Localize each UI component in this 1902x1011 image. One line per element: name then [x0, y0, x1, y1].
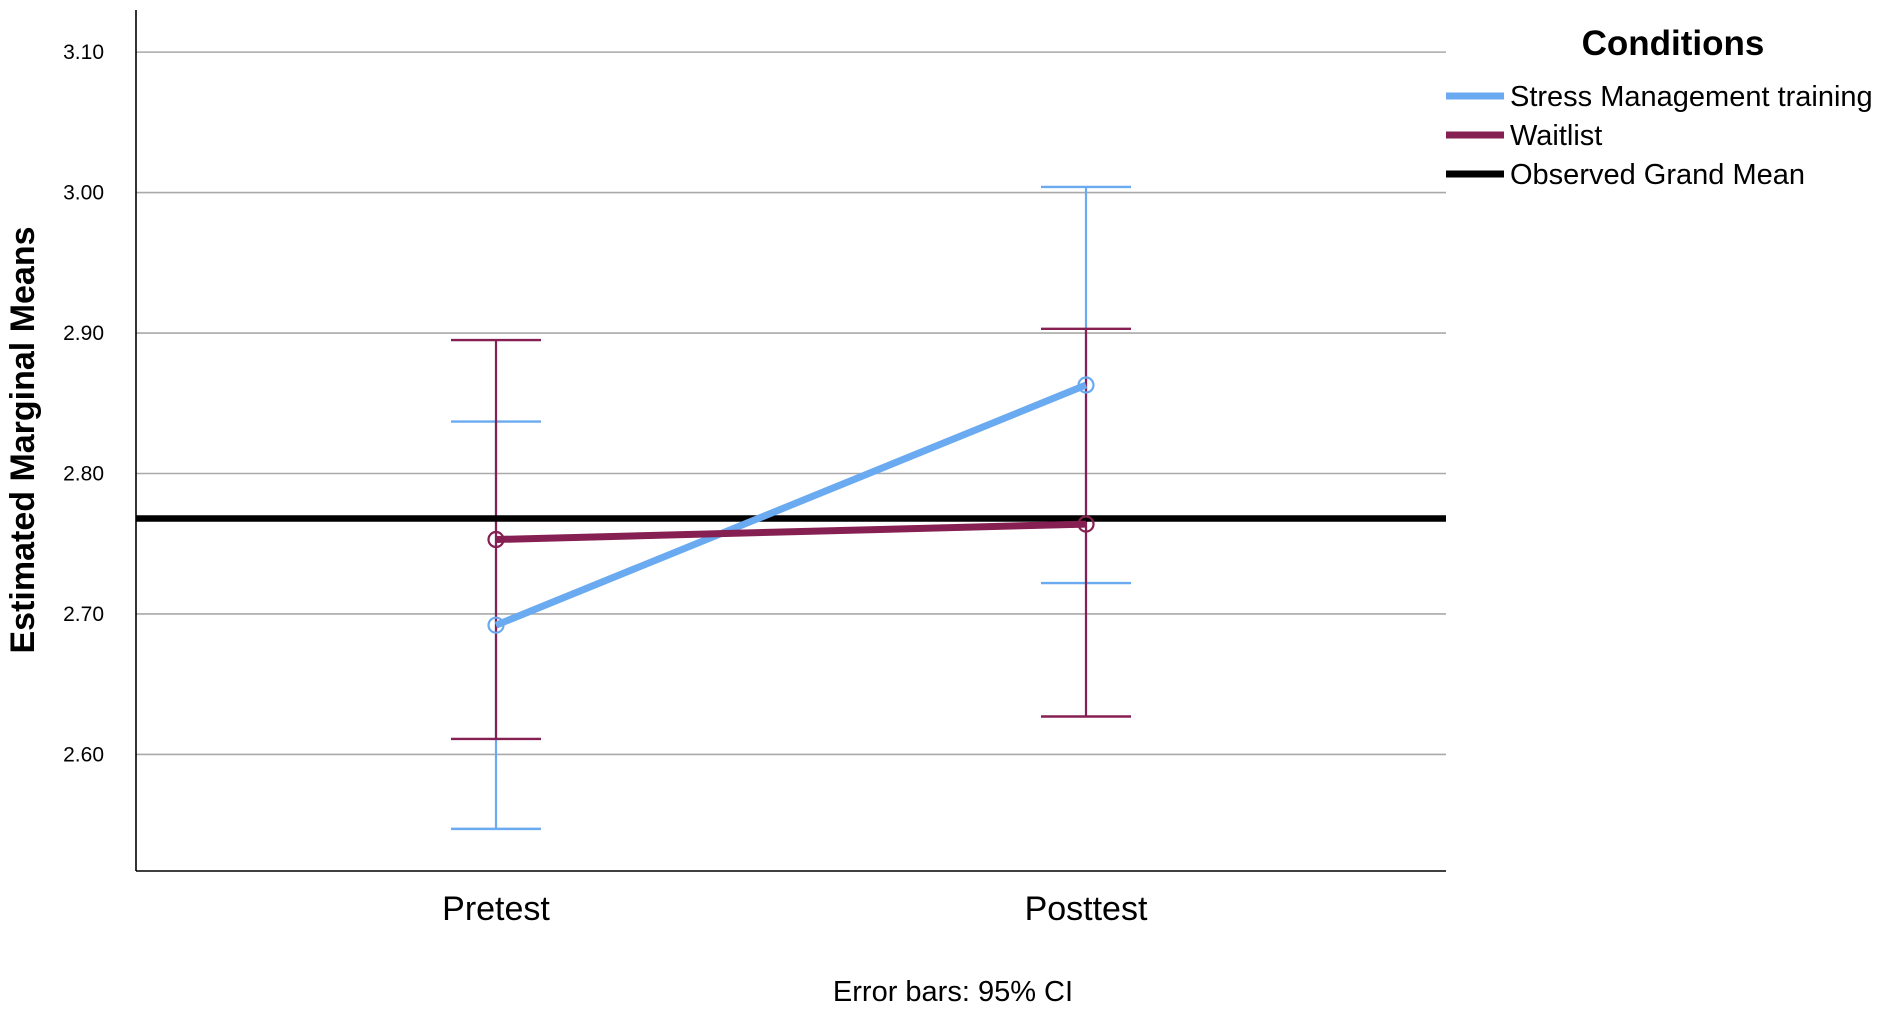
y-tick-label: 3.10 — [63, 41, 104, 64]
data-point-marker — [1077, 376, 1095, 394]
y-tick-label: 3.00 — [63, 182, 104, 205]
x-category-label: Posttest — [1025, 890, 1148, 928]
legend: Conditions Stress Management training Wai… — [1446, 24, 1873, 191]
y-tick-label: 2.60 — [63, 743, 104, 766]
series-line — [494, 381, 1088, 629]
legend-label: Observed Grand Mean — [1510, 159, 1805, 191]
y-tick-label: 2.70 — [63, 603, 104, 626]
legend-items: Stress Management training Waitlist Observ… — [1446, 81, 1873, 191]
legend-label: Stress Management training — [1510, 81, 1873, 113]
x-category-labels: Pretest Posttest — [442, 890, 1148, 928]
series-line — [495, 520, 1087, 544]
data-point-marker — [1077, 515, 1095, 533]
y-tick-label: 2.90 — [63, 322, 104, 345]
legend-label: Waitlist — [1510, 120, 1602, 152]
y-tick-labels: 3.10 3.00 2.90 2.80 2.70 2.60 — [63, 41, 104, 766]
x-category-label: Pretest — [442, 890, 550, 928]
data-point-marker — [487, 530, 505, 549]
series-markers — [487, 376, 1095, 634]
error-bars-footnote: Error bars: 95% CI — [833, 976, 1073, 1008]
legend-title: Conditions — [1582, 24, 1765, 63]
y-axis-title: Estimated Marginal Means — [4, 226, 42, 653]
gridlines — [136, 51, 1446, 756]
data-point-marker — [487, 616, 505, 634]
y-tick-label: 2.80 — [63, 463, 104, 486]
series-lines — [494, 381, 1088, 629]
error-bars — [451, 185, 1131, 831]
